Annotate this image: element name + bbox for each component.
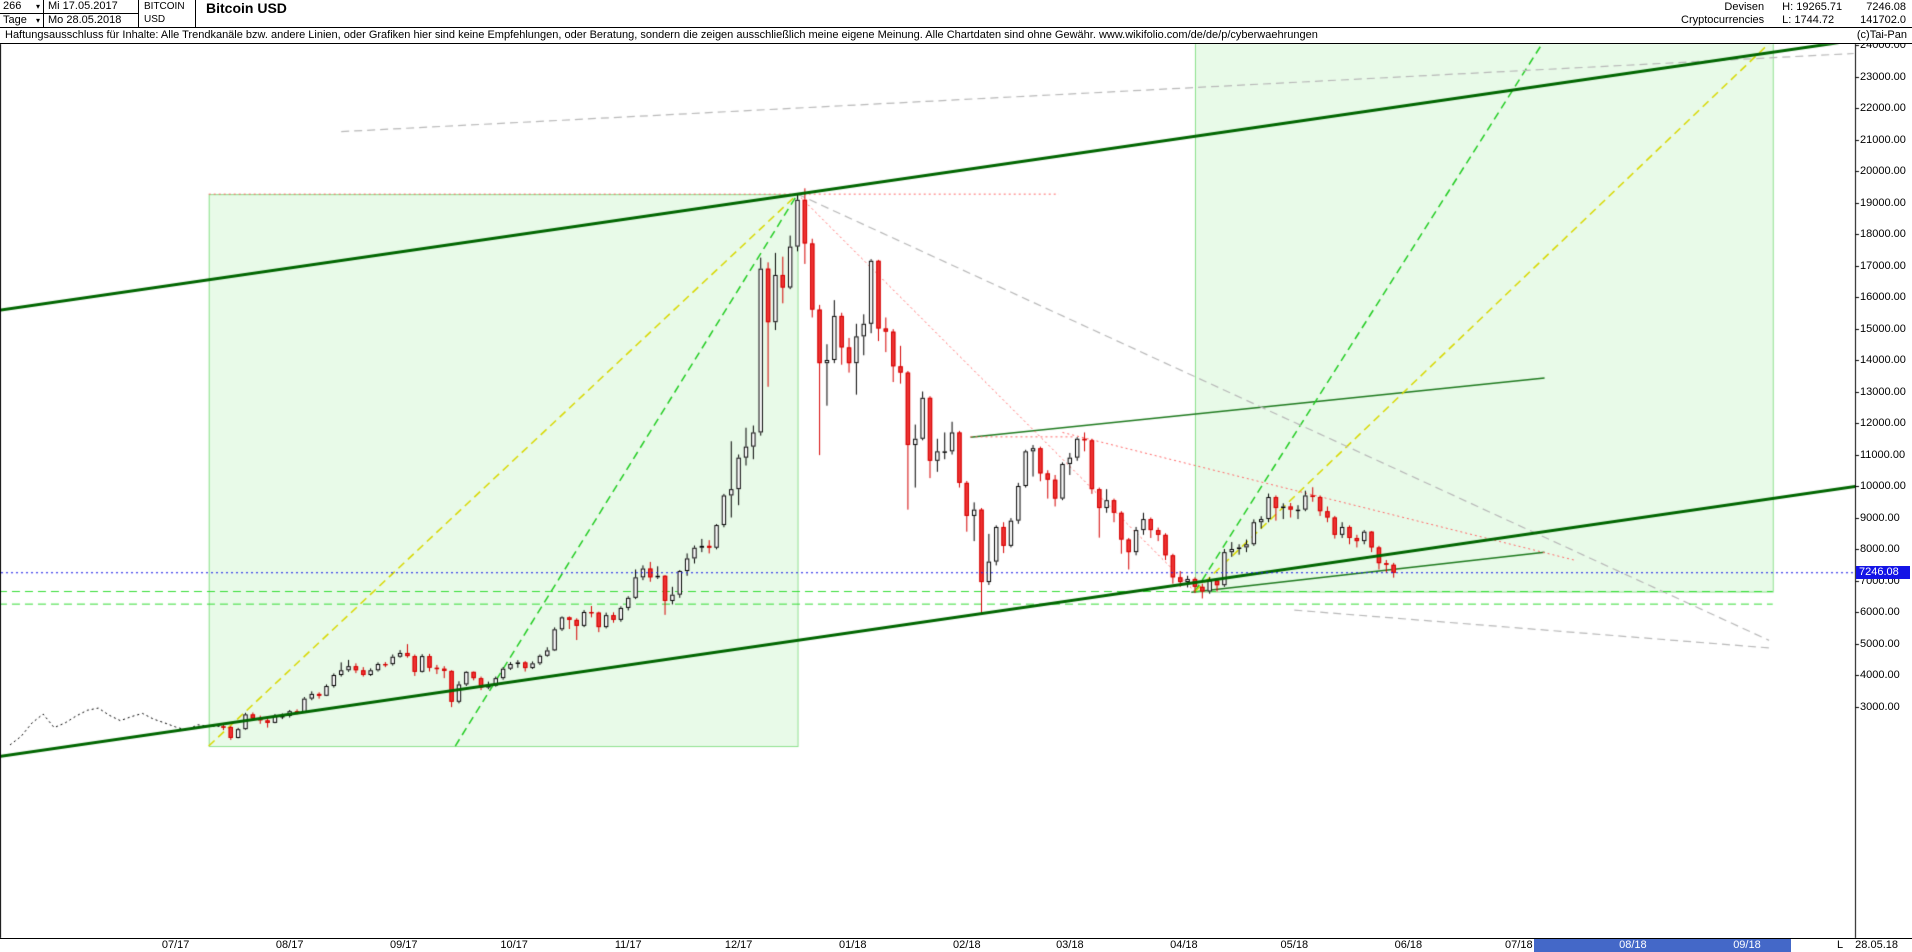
low-label: L: 1744.72 (1782, 14, 1835, 26)
disclaimer-text: Haftungsausschluss für Inhalte: Alle Tre… (5, 29, 1318, 41)
month-label: 09/17 (389, 939, 418, 951)
category-line2: Cryptocurrencies (1681, 14, 1765, 26)
bars-count-dropdown[interactable]: 266 ▾ (0, 0, 44, 13)
disclaimer-bar: Haftungsausschluss für Inhalte: Alle Tre… (0, 28, 1912, 44)
month-label: 09/18 (1733, 939, 1761, 951)
volume-label: 141702.0 (1860, 14, 1906, 26)
time-axis: L 28.05.18 07/17 08/17 09/17 10/17 11/17 12/1… (0, 938, 1912, 952)
high-label: H: 19265.71 (1782, 1, 1843, 13)
start-date-label: Mi 17.05.2017 (48, 0, 118, 12)
symbol-line1: BITCOIN (144, 1, 185, 12)
copyright-label: (c)Tai-Pan (1856, 29, 1907, 41)
month-label: 05/18 (1280, 939, 1309, 951)
category-line1: Devisen (1724, 1, 1765, 13)
chevron-down-icon: ▾ (35, 16, 40, 25)
last-date-prefix: L (1837, 939, 1844, 951)
month-label: 08/17 (275, 939, 304, 951)
month-label: 01/18 (838, 939, 867, 951)
period-controls: 266 ▾ Mi 17.05.2017 Tage ▾ Mo 28.05.2018 (0, 0, 139, 27)
symbol-line2: USD (144, 14, 166, 25)
chart-header: 266 ▾ Mi 17.05.2017 Tage ▾ Mo 28.05.2018… (0, 0, 1912, 28)
month-label: 08/18 (1619, 939, 1647, 951)
bars-count-value: 266 (3, 0, 22, 12)
price-volume-labels: 7246.08 141702.0 (1860, 1, 1906, 27)
axis-selection-highlight[interactable] (1533, 939, 1792, 952)
period-value: Tage (3, 14, 27, 26)
month-label: 11/17 (614, 939, 642, 951)
period-dropdown[interactable]: Tage ▾ (0, 14, 44, 27)
category-label: Devisen Cryptocurrencies (1681, 1, 1764, 27)
chart-title: Bitcoin USD (206, 0, 287, 16)
month-label: 04/18 (1170, 939, 1198, 951)
month-label: 07/17 (161, 939, 190, 951)
month-label: 10/17 (500, 939, 528, 951)
month-label: 06/18 (1394, 939, 1423, 951)
month-label: 03/18 (1056, 939, 1084, 951)
month-label: 02/18 (953, 939, 981, 951)
quote-info: Devisen Cryptocurrencies H: 19265.71 L: … (1681, 0, 1912, 27)
month-label: 12/17 (724, 939, 753, 951)
last-date-value: 28.05.18 (1855, 939, 1898, 951)
last-price-label: 7246.08 (1866, 1, 1906, 13)
last-date-label: L 28.05.18 (1837, 939, 1898, 952)
end-date-label: Mo 28.05.2018 (48, 14, 122, 26)
month-label: 07/18 (1505, 939, 1533, 951)
current-price-tag: 7246.08 (1856, 565, 1910, 579)
high-low-labels: H: 19265.71 L: 1744.72 (1782, 1, 1842, 27)
chevron-down-icon: ▾ (35, 2, 40, 11)
symbol-code: BITCOIN USD (139, 0, 196, 27)
